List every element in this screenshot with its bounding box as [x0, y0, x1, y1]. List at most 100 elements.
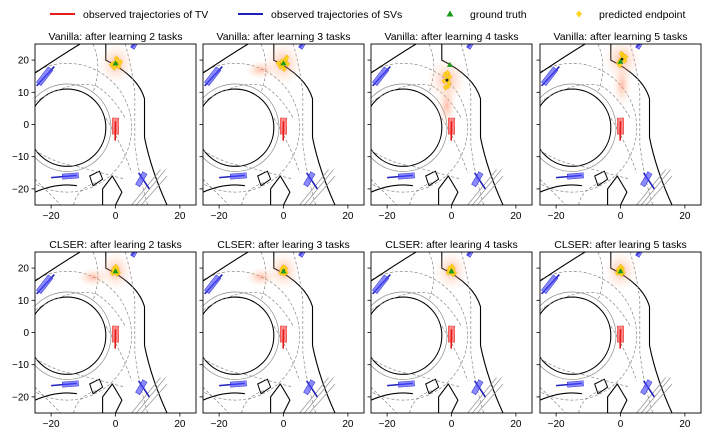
subplot: −20 0 20 CLSER: after learing 3 tasks — [199, 239, 365, 430]
x-tick-label: 20 — [510, 419, 522, 430]
lane-dashed — [540, 292, 631, 327]
lane-line — [645, 383, 673, 413]
lane-dashed — [203, 386, 230, 413]
lane-dashed — [597, 252, 604, 301]
roundabout-lane-dashed — [371, 62, 468, 193]
lane-line — [131, 169, 161, 205]
roundabout-ring — [540, 83, 617, 172]
lane-line — [304, 169, 334, 205]
x-tick-label: −20 — [379, 419, 396, 430]
lane-line — [131, 377, 161, 413]
predicted-endpoint — [443, 84, 449, 91]
sv-vehicle — [397, 380, 415, 388]
lane-dashed — [203, 150, 294, 180]
lane-line — [641, 377, 671, 413]
road-boundary-lower-left — [371, 392, 413, 401]
roundabout-lane-dashed — [203, 62, 300, 193]
small-island — [89, 378, 104, 395]
road-boundary-upper-left — [371, 44, 417, 74]
ground-truth-marker — [112, 268, 119, 274]
roundabout-lane-dashed — [540, 270, 637, 401]
sv-vehicle — [229, 172, 247, 180]
lane-dashed — [203, 292, 294, 327]
road-boundary-upper-left — [35, 252, 81, 282]
x-tick-label: 0 — [449, 211, 455, 222]
small-island — [594, 378, 609, 395]
x-tick-label: −20 — [379, 211, 396, 222]
ground-truth-marker — [617, 58, 624, 64]
lane-dashed — [73, 182, 97, 205]
road-boundary-lower-left — [35, 184, 77, 193]
sv-vehicle — [36, 274, 54, 294]
legend-entry: observed trajectories of SVs — [238, 9, 402, 21]
lane-dashed — [105, 325, 132, 381]
small-island — [425, 378, 440, 395]
x-tick-label: 0 — [618, 419, 624, 430]
lane-line — [467, 377, 497, 413]
roundabout-lane-dashed — [35, 270, 132, 401]
predicted-endpoint — [446, 73, 453, 80]
sv-vehicle — [135, 379, 148, 396]
y-tick-label: 0 — [23, 120, 29, 131]
road-boundary-upper-left — [203, 44, 249, 74]
x-tick-label: 20 — [342, 211, 354, 222]
lane-dashed — [540, 84, 631, 119]
lane-dashed — [610, 325, 637, 381]
subplot: −20 0 20 Vanilla: after learning 5 tasks — [536, 31, 702, 222]
predicted-endpoint — [284, 60, 291, 68]
roundabout-ring — [35, 83, 112, 172]
sv-vehicle — [372, 66, 390, 86]
x-tick-label: −20 — [211, 211, 228, 222]
predicted-endpoint — [446, 265, 452, 272]
x-tick-label: 20 — [342, 419, 354, 430]
lane-dashed — [73, 390, 97, 413]
predicted-endpoint — [275, 60, 282, 67]
x-tick-label: 20 — [174, 419, 186, 430]
x-tick-label: 20 — [679, 419, 691, 430]
subplot: −20 0 20 −20 −10 0 10 20 CLSER: after learing 2 … — [12, 239, 197, 430]
lane-line — [308, 383, 336, 413]
y-tick-label: −20 — [12, 184, 29, 195]
legend: observed trajectories of TV observed traj… — [50, 9, 685, 21]
road-boundary-upper-left — [371, 252, 417, 282]
roundabout-island — [371, 88, 443, 167]
small-island — [89, 170, 104, 187]
roundabout-lane-dashed — [371, 270, 468, 401]
y-tick-label: 0 — [23, 328, 29, 339]
lane-dashed — [540, 150, 631, 180]
legend-label: observed trajectories of SVs — [271, 9, 402, 21]
predicted-endpoint — [444, 69, 451, 77]
sv-vehicle — [204, 66, 222, 86]
lane-dashed — [371, 84, 462, 119]
subplot: −20 0 20 CLSER: after learing 4 tasks — [367, 239, 533, 430]
road-boundary-lower-left — [203, 184, 245, 193]
lane-dashed — [540, 386, 567, 413]
sv-vehicle — [471, 379, 484, 396]
x-tick-label: 0 — [281, 419, 287, 430]
lower-island — [270, 175, 291, 205]
sv-vehicle — [303, 379, 316, 396]
roundabout-lane-dashed — [540, 62, 637, 193]
lane-line — [136, 169, 166, 205]
lane-dashed — [578, 182, 602, 205]
legend-label: ground truth — [470, 9, 527, 21]
road-boundary-upper-left — [203, 252, 249, 282]
lane-dashed — [578, 390, 602, 413]
predicted-endpoint — [117, 58, 123, 66]
ground-truth-marker — [448, 268, 455, 274]
lane-dashed — [441, 325, 468, 381]
map-layer — [35, 44, 168, 205]
lane-line — [476, 383, 504, 413]
subplot-title: CLSER: after learing 4 tasks — [385, 239, 517, 251]
subplot: −20 0 20 Vanilla: after learning 3 tasks — [199, 31, 365, 222]
lane-dashed — [409, 390, 433, 413]
sv-vehicle — [566, 172, 584, 180]
roundabout-island — [35, 88, 107, 167]
road-boundary-lower-left — [203, 392, 245, 401]
lane-line — [472, 377, 502, 413]
lane-dashed — [203, 84, 294, 119]
sv-vehicle — [640, 379, 653, 396]
y-tick-label: 20 — [18, 56, 30, 67]
predicted-endpoint — [445, 82, 451, 89]
lane-dashed — [540, 178, 567, 205]
